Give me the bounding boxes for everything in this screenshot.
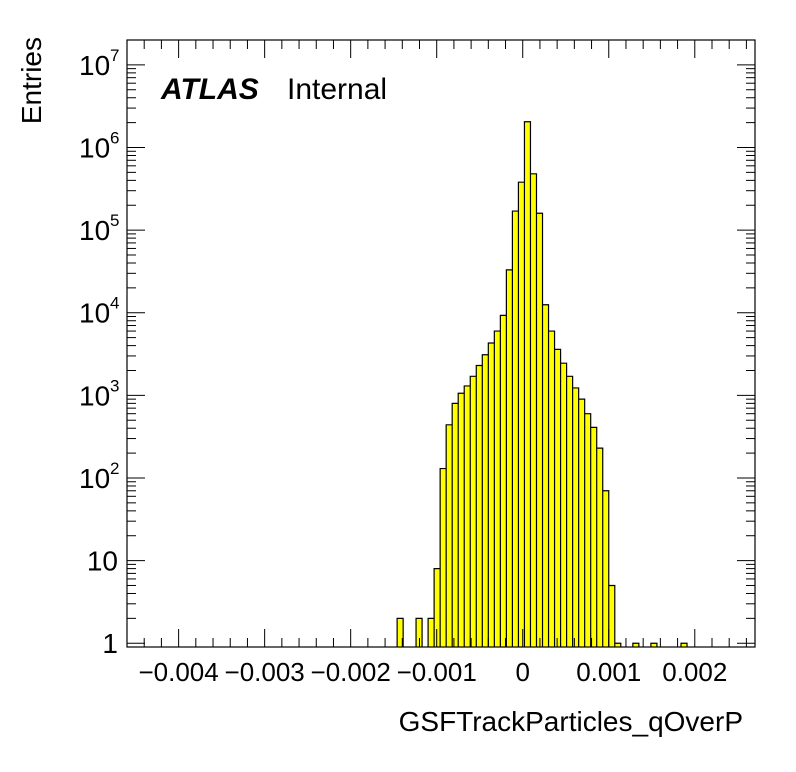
histogram-bin: [428, 618, 435, 647]
x-tick-label: −0.002: [311, 657, 391, 687]
histogram-bin: [482, 354, 489, 647]
histogram-bin: [464, 385, 471, 647]
y-axis-label: Entries: [16, 37, 47, 124]
histogram-bin: [470, 376, 477, 647]
x-axis-tick-labels: −0.004 −0.003 −0.002 −0.001 0 0.001 0.002: [138, 657, 727, 687]
y-tick-label-exponent: 2: [110, 459, 119, 478]
histogram-bin: [566, 376, 573, 647]
histogram-bin: [572, 387, 579, 647]
histogram-bin: [452, 403, 459, 647]
histogram-bin: [476, 365, 483, 647]
histogram-bin: [584, 413, 591, 647]
y-tick-label: 10: [79, 132, 110, 163]
histogram-bin: [458, 393, 465, 647]
histogram-bin: [440, 468, 447, 647]
x-axis-label: GSFTrackParticles_qOverP: [399, 706, 743, 737]
y-tick-label: 10: [79, 215, 110, 246]
y-tick-label: 10: [79, 463, 110, 494]
histogram-bin: [488, 343, 495, 647]
atlas-label: ATLAS: [160, 73, 259, 106]
histogram-bin: [536, 213, 543, 647]
y-tick-label-exponent: 5: [110, 211, 119, 230]
histogram-bin: [397, 618, 404, 647]
x-tick-label: −0.001: [397, 657, 477, 687]
histogram-bin: [548, 331, 555, 647]
histogram-bin: [434, 568, 441, 647]
x-axis-ticks: [126, 40, 747, 647]
x-tick-label: 0.001: [576, 657, 641, 687]
histogram-bin: [632, 643, 639, 647]
plot-frame: [126, 39, 756, 648]
y-tick-label: 10: [79, 298, 110, 329]
histogram-outline: [396, 121, 688, 647]
y-tick-label-exponent: 4: [110, 294, 119, 313]
histogram-bin: [578, 399, 585, 647]
y-tick-label-exponent: 3: [110, 376, 119, 395]
y-tick-label: 10: [79, 380, 110, 411]
y-tick-label: 10: [87, 546, 118, 577]
x-tick-label: 0: [515, 657, 529, 687]
atlas-status-label: Internal: [287, 73, 387, 106]
histogram-bin: [542, 304, 549, 647]
histogram-bars: [397, 121, 688, 648]
y-tick-label: 10: [79, 50, 110, 81]
histogram-bin: [494, 331, 501, 647]
histogram-bin: [500, 315, 507, 647]
y-tick-label-exponent: 7: [110, 46, 119, 65]
histogram-bin: [512, 211, 519, 647]
histogram-bin: [608, 585, 615, 647]
histogram-bin: [596, 448, 603, 647]
histogram-bin: [650, 643, 657, 647]
histogram-bin: [554, 349, 561, 647]
x-tick-label: −0.004: [138, 657, 218, 687]
x-tick-label: 0.002: [662, 657, 727, 687]
histogram-bin: [530, 173, 537, 647]
histogram-bin: [681, 643, 688, 647]
histogram-bin: [506, 269, 513, 647]
histogram-bin: [614, 643, 621, 647]
y-tick-label-exponent: 6: [110, 128, 119, 147]
histogram-bin: [602, 490, 609, 647]
histogram-bin: [446, 424, 453, 647]
y-tick-label: 1: [102, 628, 118, 659]
x-tick-label: −0.003: [225, 657, 305, 687]
histogram-bin: [518, 182, 525, 647]
histogram-bin: [560, 363, 567, 647]
histogram-bin: [524, 121, 531, 648]
histogram-bin: [416, 618, 423, 647]
y-axis-ticks: [127, 39, 755, 644]
histogram-bin: [590, 427, 597, 647]
